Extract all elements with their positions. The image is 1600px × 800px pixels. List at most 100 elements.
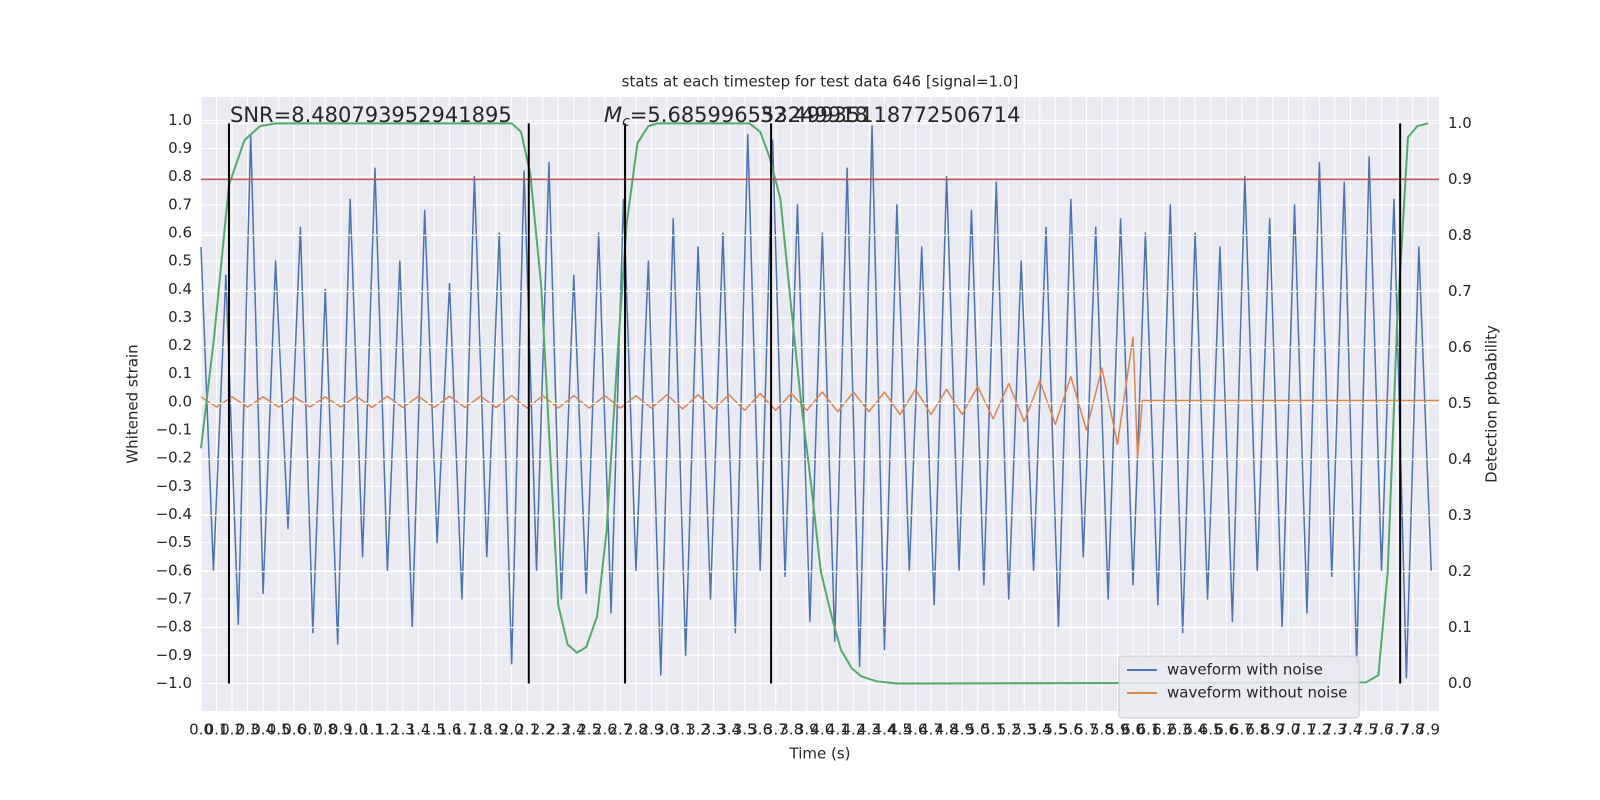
y2-tick-label: 0.9	[1448, 170, 1472, 188]
y-tick-label: −0.1	[156, 421, 192, 439]
x-tick-label: 0.5	[267, 721, 291, 739]
x-tick-label: 2.0	[500, 721, 524, 739]
x-tick-label: 6.3	[1168, 721, 1192, 739]
y-tick-label: 0.3	[168, 308, 192, 326]
x-tick-label: 7.8	[1401, 721, 1425, 739]
y-tick-label: 0.6	[168, 223, 192, 241]
y2-tick-label: 1.0	[1448, 114, 1472, 132]
mass-subscript: c	[622, 114, 630, 130]
x-tick-label: 0.2	[220, 721, 244, 739]
y2-tick-label: 0.4	[1448, 450, 1472, 468]
series-line	[200, 125, 1432, 679]
mass-symbol: M	[604, 103, 622, 127]
x-axis-label: Time (s)	[789, 745, 851, 763]
y2-tick-label: 0.6	[1448, 338, 1472, 356]
y-tick-label: −0.7	[156, 589, 192, 607]
x-tick-label: 4.5	[888, 721, 912, 739]
x-tick-label: 4.0	[810, 721, 834, 739]
x-tick-label: 2.2	[531, 721, 555, 739]
x-tick-label: 1.4	[407, 721, 431, 739]
x-tick-label: 5.4	[1028, 721, 1052, 739]
y-axis-label: Whitened strain	[124, 344, 142, 463]
x-tick-label: 1.7	[453, 721, 477, 739]
y-tick-label: −1.0	[156, 674, 192, 692]
y-tick-label: 0.1	[168, 364, 192, 382]
legend-box	[1118, 655, 1360, 719]
x-tick-label: 5.0	[966, 721, 990, 739]
x-tick-label: 6.5	[1199, 721, 1223, 739]
x-tick-label: 7.2	[1307, 721, 1331, 739]
y-tick-label: 0.9	[168, 139, 192, 157]
snr-annotation: SNR=8.480793952941895	[230, 103, 512, 127]
y-tick-label: 0.5	[168, 252, 192, 270]
series-line	[200, 122, 1429, 685]
y2-tick-label: 0.7	[1448, 282, 1472, 300]
x-tick-label: 4.6	[904, 721, 928, 739]
x-tick-label: 6.6	[1214, 721, 1238, 739]
x-tick-label: 6.4	[1183, 721, 1207, 739]
mass-value: =5.685996553249918	[630, 103, 868, 127]
legend-label: waveform with noise	[1167, 661, 1323, 679]
x-tick-label: 3.8	[779, 721, 803, 739]
x-tick-label: 2.9	[640, 721, 664, 739]
x-tick-label: 5.5	[1043, 721, 1067, 739]
x-tick-label: 5.9	[1106, 721, 1130, 739]
y-tick-label: 0.2	[168, 336, 192, 354]
y2-tick-label: 0.2	[1448, 562, 1472, 580]
y2-tick-label: 0.3	[1448, 506, 1472, 524]
x-tick-label: 3.4	[717, 721, 741, 739]
x-tick-label: 0.9	[329, 721, 353, 739]
y-tick-label: −0.4	[156, 505, 192, 523]
x-tick-label: 6.7	[1230, 721, 1254, 739]
y-tick-label: 0.8	[168, 167, 192, 185]
x-tick-label: 0.7	[298, 721, 322, 739]
x-tick-label: 7.7	[1385, 721, 1409, 739]
x-tick-label: 5.6	[1059, 721, 1083, 739]
x-tick-label: 4.8	[935, 721, 959, 739]
x-tick-label: 6.1	[1137, 721, 1161, 739]
x-tick-label: 3.0	[655, 721, 679, 739]
x-tick-label: 0.0	[189, 721, 213, 739]
x-tick-label: 0.4	[251, 721, 275, 739]
y-tick-label: −0.3	[156, 477, 192, 495]
x-tick-label: 2.5	[577, 721, 601, 739]
y-tick-label: 0.4	[168, 280, 192, 298]
x-tick-label: 7.6	[1370, 721, 1394, 739]
x-tick-label: 6.0	[1121, 721, 1145, 739]
x-tick-label: 5.8	[1090, 721, 1114, 739]
x-tick-label: 1.5	[422, 721, 446, 739]
x-tick-label: 1.6	[438, 721, 462, 739]
y-tick-label: −0.9	[156, 646, 192, 664]
x-tick-label: 5.7	[1074, 721, 1098, 739]
x-tick-label: 1.8	[469, 721, 493, 739]
x-tick-label: 0.3	[236, 721, 260, 739]
x-tick-label: 4.1	[826, 721, 850, 739]
y-tick-label: −0.2	[156, 449, 192, 467]
y-tick-label: 1.0	[168, 111, 192, 129]
x-tick-label: 1.0	[344, 721, 368, 739]
x-tick-label: 6.2	[1152, 721, 1176, 739]
y2-tick-label: 0.5	[1448, 394, 1472, 412]
x-tick-label: 4.7	[919, 721, 943, 739]
chart-title: stats at each timestep for test data 646…	[622, 73, 1019, 91]
x-tick-label: 6.9	[1261, 721, 1285, 739]
series-line	[200, 336, 1439, 459]
x-tick-label: 0.1	[205, 721, 229, 739]
x-tick-label: 3.3	[702, 721, 726, 739]
x-tick-label: 3.1	[671, 721, 695, 739]
x-tick-label: 1.9	[484, 721, 508, 739]
y2-tick-label: 0.8	[1448, 226, 1472, 244]
x-tick-label: 2.8	[624, 721, 648, 739]
x-tick-label: 1.2	[375, 721, 399, 739]
y2-tick-label: 0.1	[1448, 618, 1472, 636]
x-tick-label: 4.3	[857, 721, 881, 739]
legend-label: waveform without noise	[1167, 684, 1347, 702]
y-tick-label: −0.6	[156, 561, 192, 579]
x-tick-label: 7.5	[1354, 721, 1378, 739]
x-tick-label: 7.3	[1323, 721, 1347, 739]
x-tick-label: 0.6	[282, 721, 306, 739]
x-tick-label: 3.6	[748, 721, 772, 739]
y-tick-label: 0.0	[168, 392, 192, 410]
x-tick-label: 5.2	[997, 721, 1021, 739]
